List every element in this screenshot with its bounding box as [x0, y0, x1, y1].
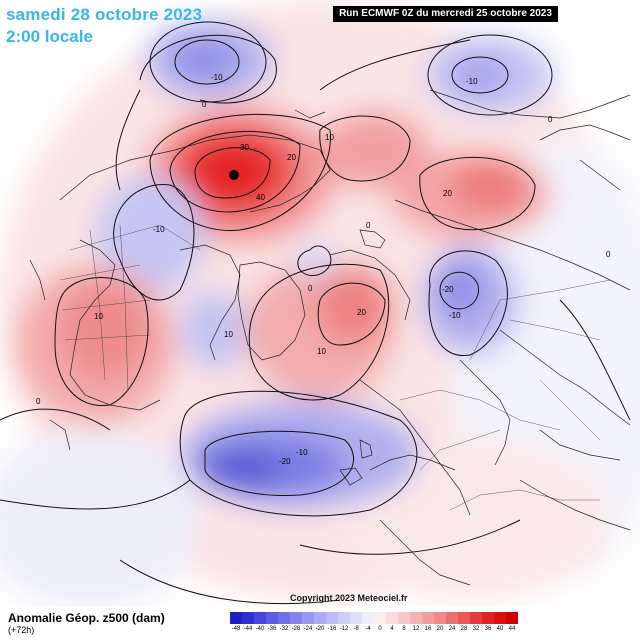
coastlines	[29, 89, 631, 586]
contour-label: 20	[357, 308, 366, 317]
contour-label: 0	[606, 250, 611, 259]
scale-swatch	[230, 612, 242, 624]
scale-swatch	[494, 612, 506, 624]
run-info: Run ECMWF 0Z du mercredi 25 octobre 2023	[333, 6, 558, 22]
map-title: Anomalie Géop. z500 (dam)	[8, 611, 165, 625]
scale-swatch	[314, 612, 326, 624]
contour-label: 10	[325, 133, 334, 142]
scale-label: 12	[412, 626, 420, 632]
scale-swatch	[386, 612, 398, 624]
scale-swatch	[458, 612, 470, 624]
scale-label: -48	[231, 626, 241, 632]
contour-label: 10	[94, 312, 103, 321]
country-borders	[59, 224, 611, 511]
scale-swatch	[434, 612, 446, 624]
forecast-date: samedi 28 octobre 2023	[6, 5, 203, 24]
scale-swatch	[290, 612, 302, 624]
scale-label: -20	[315, 626, 325, 632]
contour-label: 40	[256, 193, 265, 202]
contour-label-group: -10 0 30 20 40 10 -10 0 20 -10 0 0 -20 -…	[36, 73, 611, 466]
scale-label: 20	[436, 626, 444, 632]
scale-label: 44	[508, 626, 516, 632]
scale-label: 16	[424, 626, 432, 632]
anomaly-fill	[0, 0, 640, 610]
contour-label: 0	[202, 100, 207, 109]
scale-swatch	[326, 612, 338, 624]
scale-swatch	[410, 612, 422, 624]
contour-label: -10	[296, 448, 308, 457]
color-scale	[230, 612, 518, 624]
scale-label: -40	[255, 626, 265, 632]
scale-swatch	[278, 612, 290, 624]
scale-label: 0	[378, 626, 382, 632]
scale-swatch	[506, 612, 518, 624]
contour-label: -10	[153, 225, 165, 234]
scale-swatch	[470, 612, 482, 624]
contour-lines	[0, 21, 631, 605]
scale-swatch	[266, 612, 278, 624]
contour-label: 10	[224, 330, 233, 339]
scale-label: 36	[484, 626, 492, 632]
scale-swatch	[374, 612, 386, 624]
contour-label: 30	[240, 143, 249, 152]
lead-time: (+72h)	[8, 625, 35, 635]
scale-label: -28	[291, 626, 301, 632]
scale-swatch	[482, 612, 494, 624]
scale-swatch	[362, 612, 374, 624]
scale-swatch	[398, 612, 410, 624]
scale-label: -32	[279, 626, 289, 632]
contour-label: -10	[449, 311, 461, 320]
forecast-time: 2:00 locale	[6, 27, 93, 46]
scale-swatch	[302, 612, 314, 624]
scale-swatch	[338, 612, 350, 624]
contour-label: 20	[287, 153, 296, 162]
scale-swatch	[254, 612, 266, 624]
color-scale-labels: -48 -44 -40 -36 -32 -28 -24 -20 -16 -12 -8 -4 0 4 8 12 1…	[230, 626, 518, 632]
contour-label: -20	[279, 457, 291, 466]
scale-label: 40	[496, 626, 504, 632]
scale-label: 8	[402, 626, 406, 632]
contour-label: 0	[366, 221, 371, 230]
scale-label: -44	[243, 626, 253, 632]
contour-label: 0	[548, 115, 553, 124]
scale-label: -8	[353, 626, 359, 632]
scale-label: -12	[339, 626, 349, 632]
scale-label: 32	[472, 626, 480, 632]
scale-label: 28	[460, 626, 468, 632]
copyright: Copyright 2023 Meteociel.fr	[290, 593, 408, 603]
contour-label: 0	[36, 397, 41, 406]
scale-label: -4	[365, 626, 371, 632]
scale-label: -24	[303, 626, 313, 632]
contour-label: -10	[466, 77, 478, 86]
contour-label: 0	[308, 284, 313, 293]
scale-label: 24	[448, 626, 456, 632]
scale-swatch	[446, 612, 458, 624]
contour-label: 10	[317, 347, 326, 356]
scale-swatch	[350, 612, 362, 624]
scale-swatch	[242, 612, 254, 624]
contour-label: -20	[442, 285, 454, 294]
scale-swatch	[422, 612, 434, 624]
scale-label: -16	[327, 626, 337, 632]
max-marker	[229, 170, 239, 180]
scale-label: 4	[390, 626, 394, 632]
contour-label: -10	[211, 73, 223, 82]
scale-label: -36	[267, 626, 277, 632]
contour-label: 20	[443, 189, 452, 198]
